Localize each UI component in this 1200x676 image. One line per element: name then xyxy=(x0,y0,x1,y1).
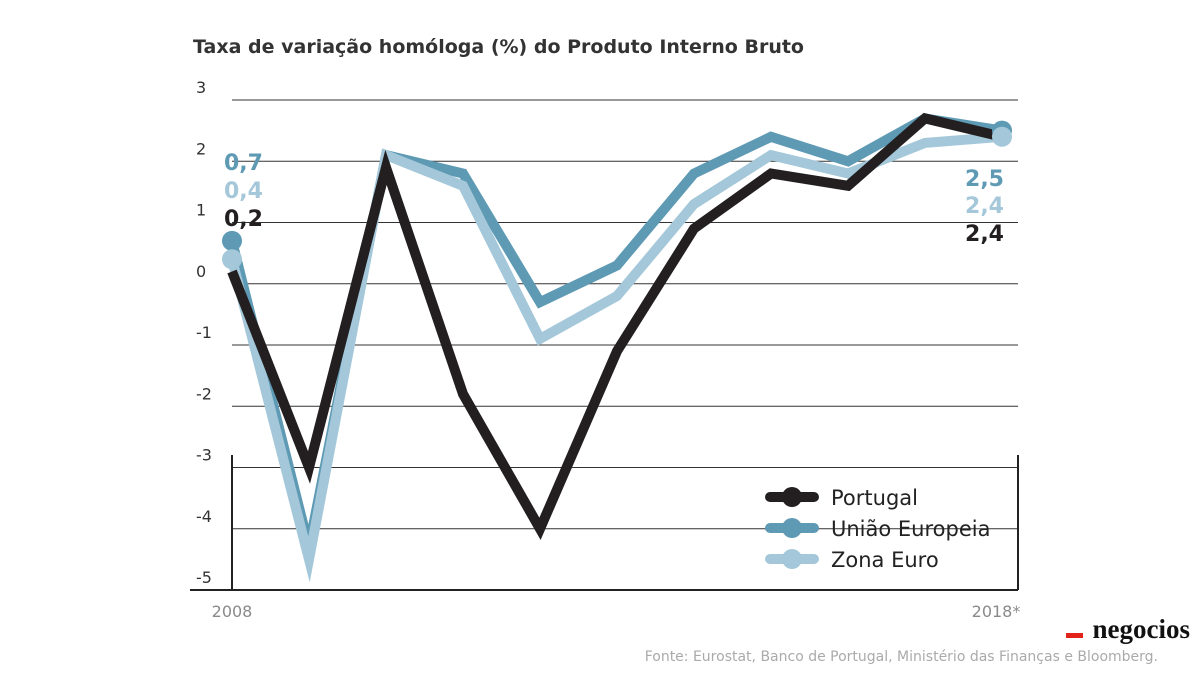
end-value-label: 2,4 xyxy=(965,222,1004,247)
end-value-label: 2,5 xyxy=(965,167,1004,192)
series-line-portugal xyxy=(227,112,1004,540)
brand-accent-bar xyxy=(1066,633,1083,638)
series-lines xyxy=(222,112,1012,583)
chart-title: Taxa de variação homóloga (%) do Produto… xyxy=(193,36,804,58)
y-tick-label: -3 xyxy=(196,446,212,465)
y-tick-label: 3 xyxy=(196,78,206,97)
start-point xyxy=(222,230,242,251)
x-tick-label: 2018* xyxy=(972,602,1021,621)
legend: Portugal União Europeia Zona Euro xyxy=(765,486,990,572)
y-tick-label: 2 xyxy=(196,139,206,158)
legend-label: União Europeia xyxy=(831,517,990,541)
y-tick-label: 0 xyxy=(196,262,206,281)
source-note: Fonte: Eurostat, Banco de Portugal, Mini… xyxy=(645,649,1158,665)
y-tick-label: -5 xyxy=(196,568,212,587)
legend-label: Portugal xyxy=(831,486,918,510)
start-point xyxy=(222,249,242,270)
y-tick-label: 1 xyxy=(196,201,206,220)
value-labels: 0,70,40,22,52,42,4 xyxy=(224,151,1004,247)
legend-label: Zona Euro xyxy=(831,548,939,572)
x-tick-label: 2008 xyxy=(212,602,253,621)
end-value-label: 2,4 xyxy=(965,194,1004,219)
legend-marker xyxy=(782,549,802,569)
x-axis-ticks: 2008 2018* xyxy=(212,602,1021,621)
start-value-label: 0,2 xyxy=(224,207,263,232)
start-value-label: 0,7 xyxy=(224,151,263,176)
brand-name: negocios xyxy=(1093,614,1191,644)
y-axis-ticks: 3 2 1 0 -1 -2 -3 -4 -5 xyxy=(196,78,212,587)
brand-logo: negocios xyxy=(1066,614,1190,644)
legend-marker xyxy=(782,487,802,507)
y-tick-label: -2 xyxy=(196,384,212,403)
end-point xyxy=(992,126,1012,147)
y-tick-label: -4 xyxy=(196,507,212,526)
y-tick-label: -1 xyxy=(196,323,212,342)
start-value-label: 0,4 xyxy=(224,179,263,204)
legend-marker xyxy=(782,518,802,538)
